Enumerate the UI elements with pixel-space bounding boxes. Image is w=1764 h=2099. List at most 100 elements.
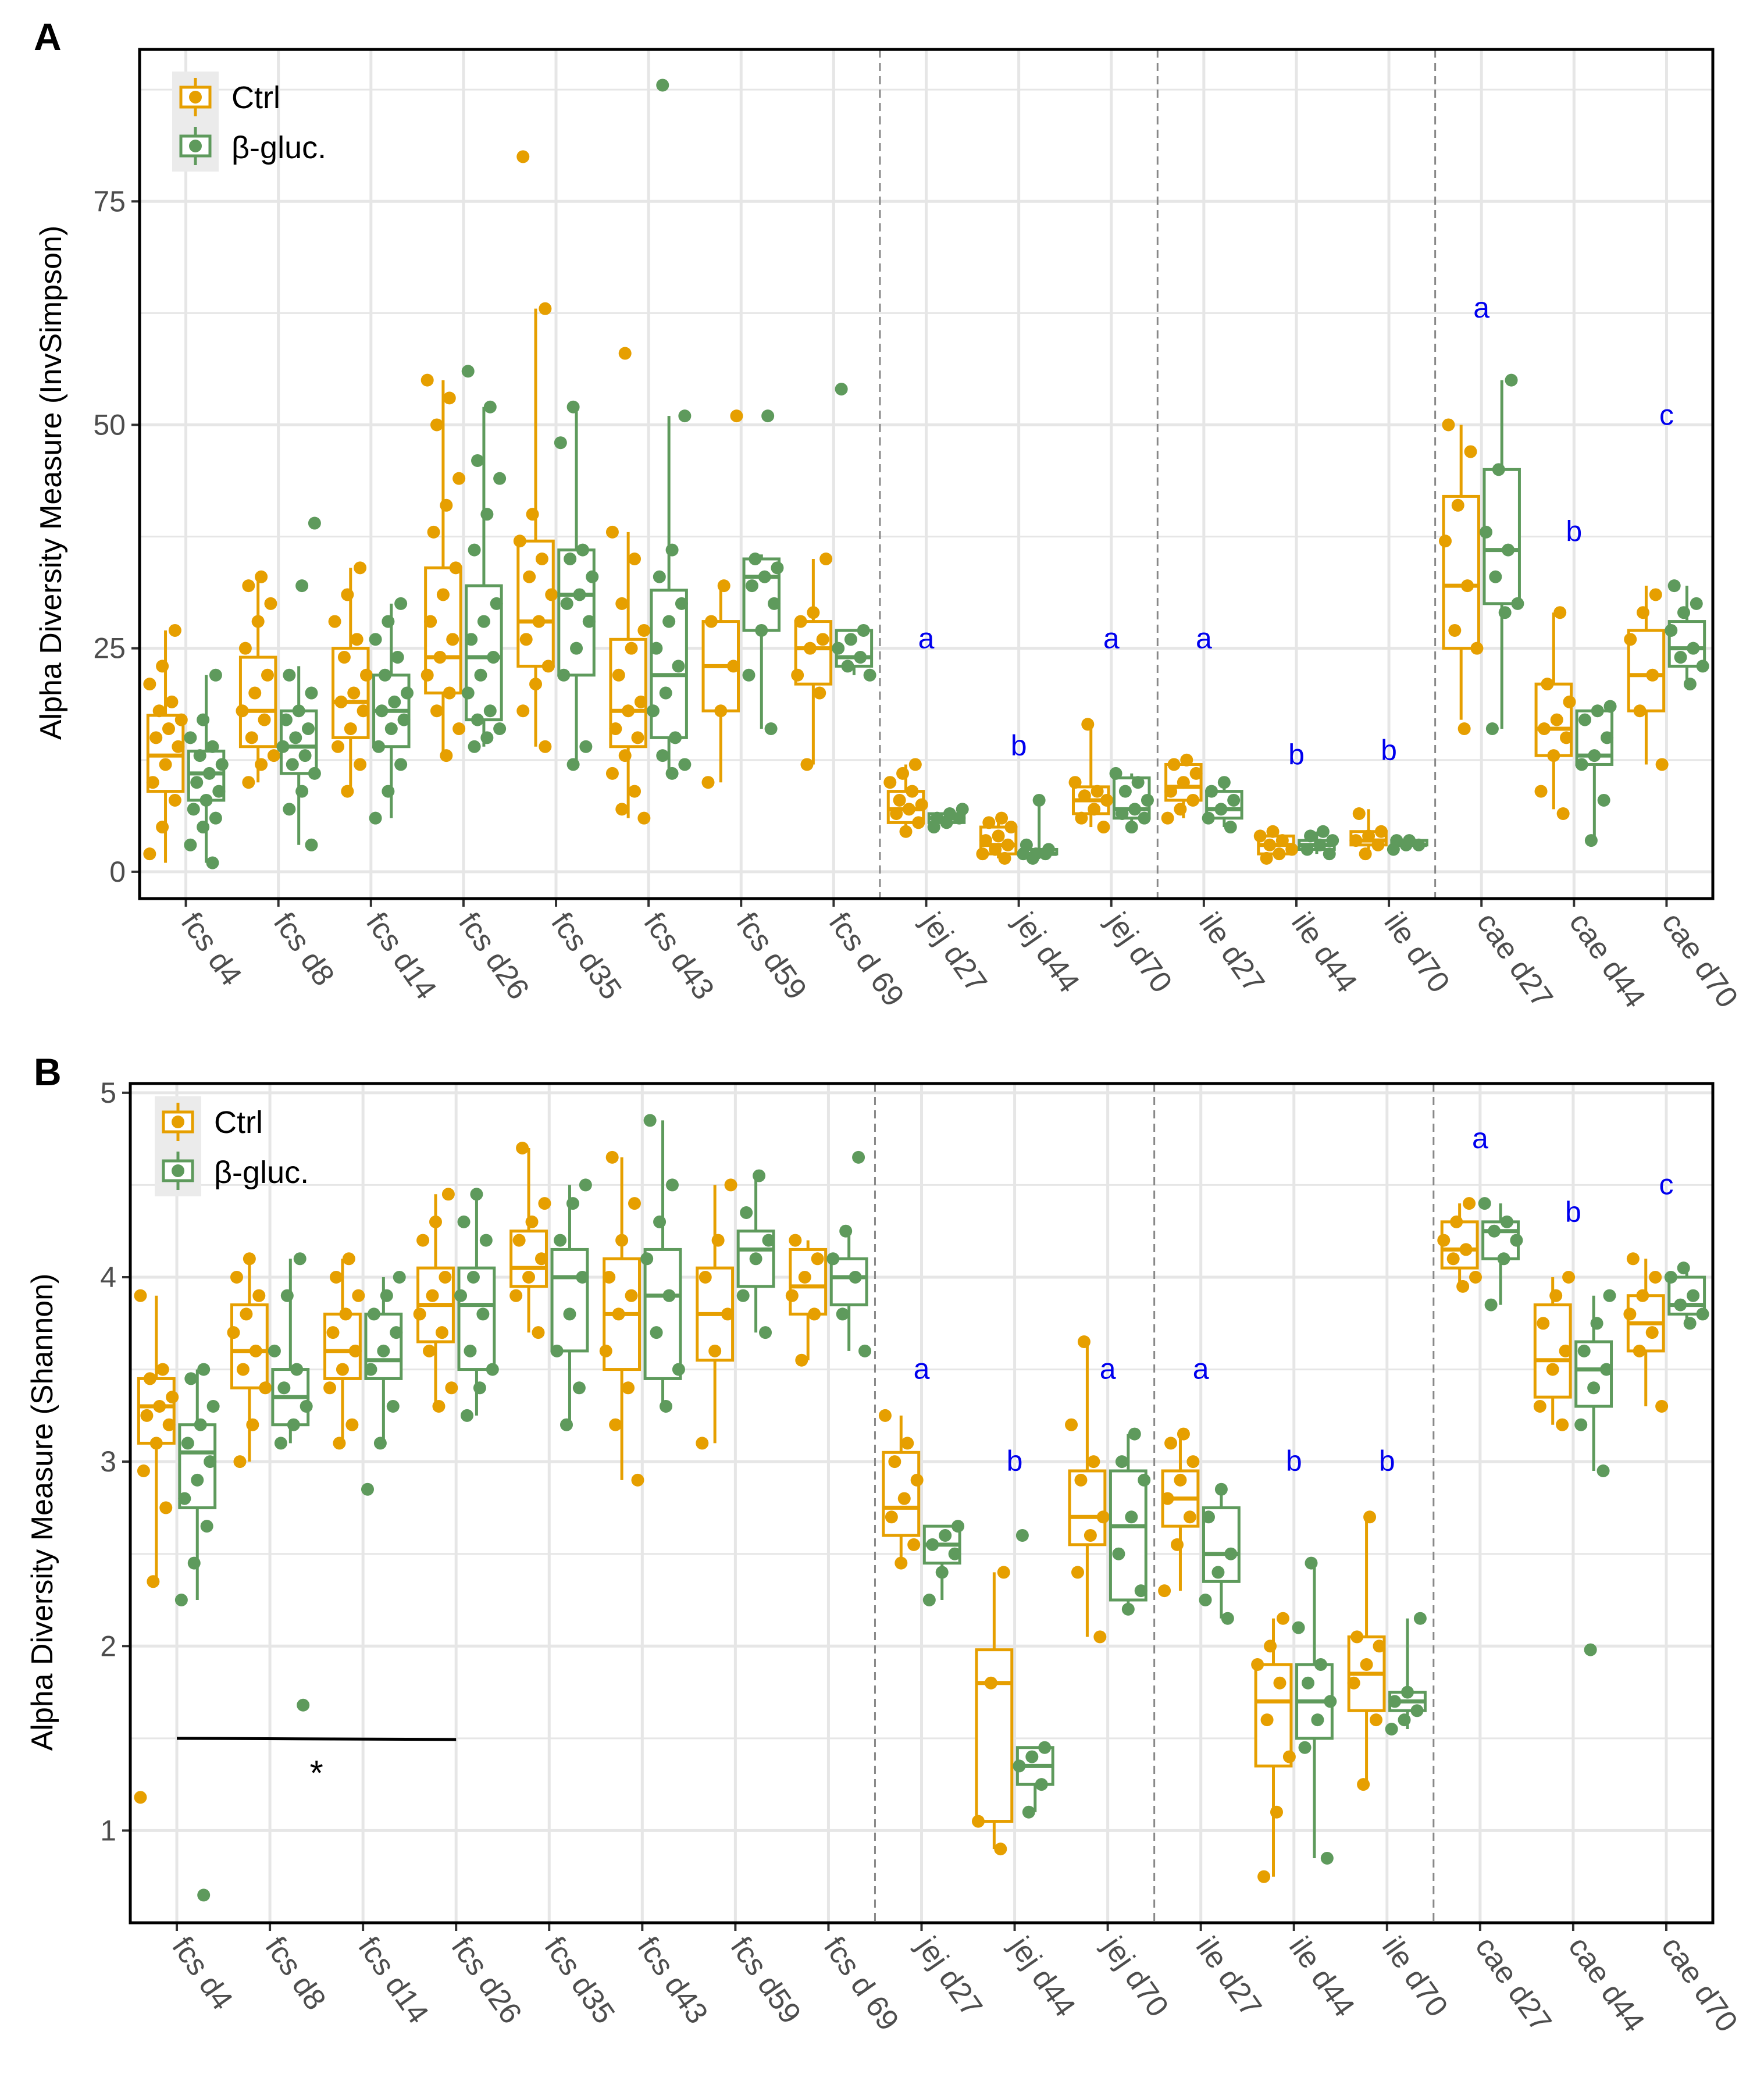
data-point	[258, 713, 271, 726]
data-point	[369, 633, 382, 646]
data-point	[1211, 1566, 1225, 1579]
data-point	[156, 1363, 169, 1376]
data-point	[1071, 1566, 1084, 1579]
data-point	[1537, 722, 1551, 735]
data-point	[439, 1271, 452, 1284]
significance-letter: b	[1007, 1445, 1023, 1477]
data-point	[393, 1271, 406, 1284]
data-point	[653, 1215, 667, 1228]
data-point	[1677, 1261, 1690, 1275]
data-point	[191, 1473, 204, 1487]
data-point	[1470, 642, 1484, 655]
data-point	[582, 615, 596, 628]
data-point	[1138, 811, 1151, 825]
data-point	[197, 821, 210, 834]
data-point	[264, 597, 277, 610]
data-point	[380, 1289, 393, 1302]
data-point	[926, 1538, 939, 1551]
panel-a-label: A	[34, 15, 62, 58]
data-point	[711, 1234, 725, 1247]
data-point	[1534, 785, 1548, 798]
data-point	[394, 597, 408, 610]
data-point	[249, 1344, 262, 1357]
data-point	[653, 570, 666, 583]
box-iqr	[557, 548, 596, 677]
data-point	[509, 1289, 523, 1302]
plot-frame	[129, 1082, 1715, 1925]
data-point	[1533, 1400, 1546, 1413]
panel-b-label: B	[34, 1050, 62, 1093]
data-point	[852, 1150, 865, 1164]
data-point	[1442, 418, 1455, 432]
x-tick-label: ile d44	[1285, 907, 1363, 999]
data-point	[599, 1344, 612, 1357]
data-point	[344, 722, 357, 735]
data-point	[227, 1326, 240, 1339]
data-point	[332, 740, 345, 753]
data-point	[283, 668, 296, 682]
data-point	[1478, 1197, 1491, 1210]
data-point	[1177, 776, 1190, 789]
data-point	[895, 1556, 908, 1570]
data-point	[910, 1473, 924, 1487]
data-point	[1266, 825, 1280, 838]
data-point	[159, 1501, 173, 1514]
data-point	[1588, 749, 1601, 762]
data-point	[1505, 373, 1518, 387]
x-tick-label: jej d70	[1096, 1930, 1175, 2023]
data-point	[1304, 829, 1317, 843]
data-point	[193, 749, 206, 762]
panel-a-y-axis-label: Alpha Diversity Measure (InvSimpson)	[34, 226, 68, 740]
data-point	[631, 731, 644, 744]
data-point	[883, 776, 897, 789]
data-point	[563, 1307, 576, 1321]
data-point	[162, 1418, 176, 1431]
data-point	[1451, 498, 1464, 512]
data-point	[298, 749, 312, 762]
data-point	[149, 731, 163, 744]
x-tick-label: cae d44	[1562, 907, 1652, 1014]
data-point	[390, 1326, 403, 1339]
data-point	[1180, 753, 1193, 767]
significance-letter: a	[918, 622, 935, 655]
data-point	[808, 1307, 821, 1321]
data-point	[454, 1289, 468, 1302]
data-point	[206, 740, 219, 753]
data-point	[292, 704, 305, 718]
data-point	[1677, 606, 1691, 619]
data-point	[1603, 1289, 1616, 1302]
data-point	[1199, 1594, 1212, 1606]
x-tick-label: fcs d4	[165, 1931, 239, 2016]
data-point	[328, 615, 341, 628]
data-point	[832, 642, 845, 655]
data-point	[336, 1363, 349, 1376]
data-point	[982, 816, 996, 829]
data-point	[1363, 1510, 1377, 1524]
x-tick-label: fcs d26	[444, 1931, 528, 2030]
data-point	[888, 1455, 901, 1469]
data-point	[1464, 445, 1477, 458]
data-point	[1298, 1741, 1312, 1754]
data-point	[640, 1252, 654, 1266]
data-point	[1577, 1344, 1591, 1357]
data-point	[1485, 722, 1499, 735]
data-point	[1323, 847, 1336, 861]
x-tick-label: fcs d35	[537, 1931, 621, 2030]
data-point	[255, 570, 268, 583]
data-point	[378, 668, 391, 682]
data-point	[352, 1289, 365, 1302]
data-point	[293, 1252, 307, 1266]
data-point	[605, 767, 619, 780]
data-point	[1636, 1289, 1649, 1302]
x-tick-label: fcs d8	[258, 1931, 332, 2016]
data-point	[1013, 1759, 1026, 1773]
data-point	[203, 767, 216, 780]
panel-a-legend: Ctrl β-gluc.	[172, 72, 326, 172]
significance-letter: a	[1103, 622, 1120, 655]
data-point	[1563, 695, 1576, 708]
data-point	[857, 623, 870, 637]
data-point	[1463, 1197, 1476, 1210]
data-point	[375, 704, 389, 718]
data-point	[554, 436, 567, 450]
data-point	[423, 1344, 436, 1357]
